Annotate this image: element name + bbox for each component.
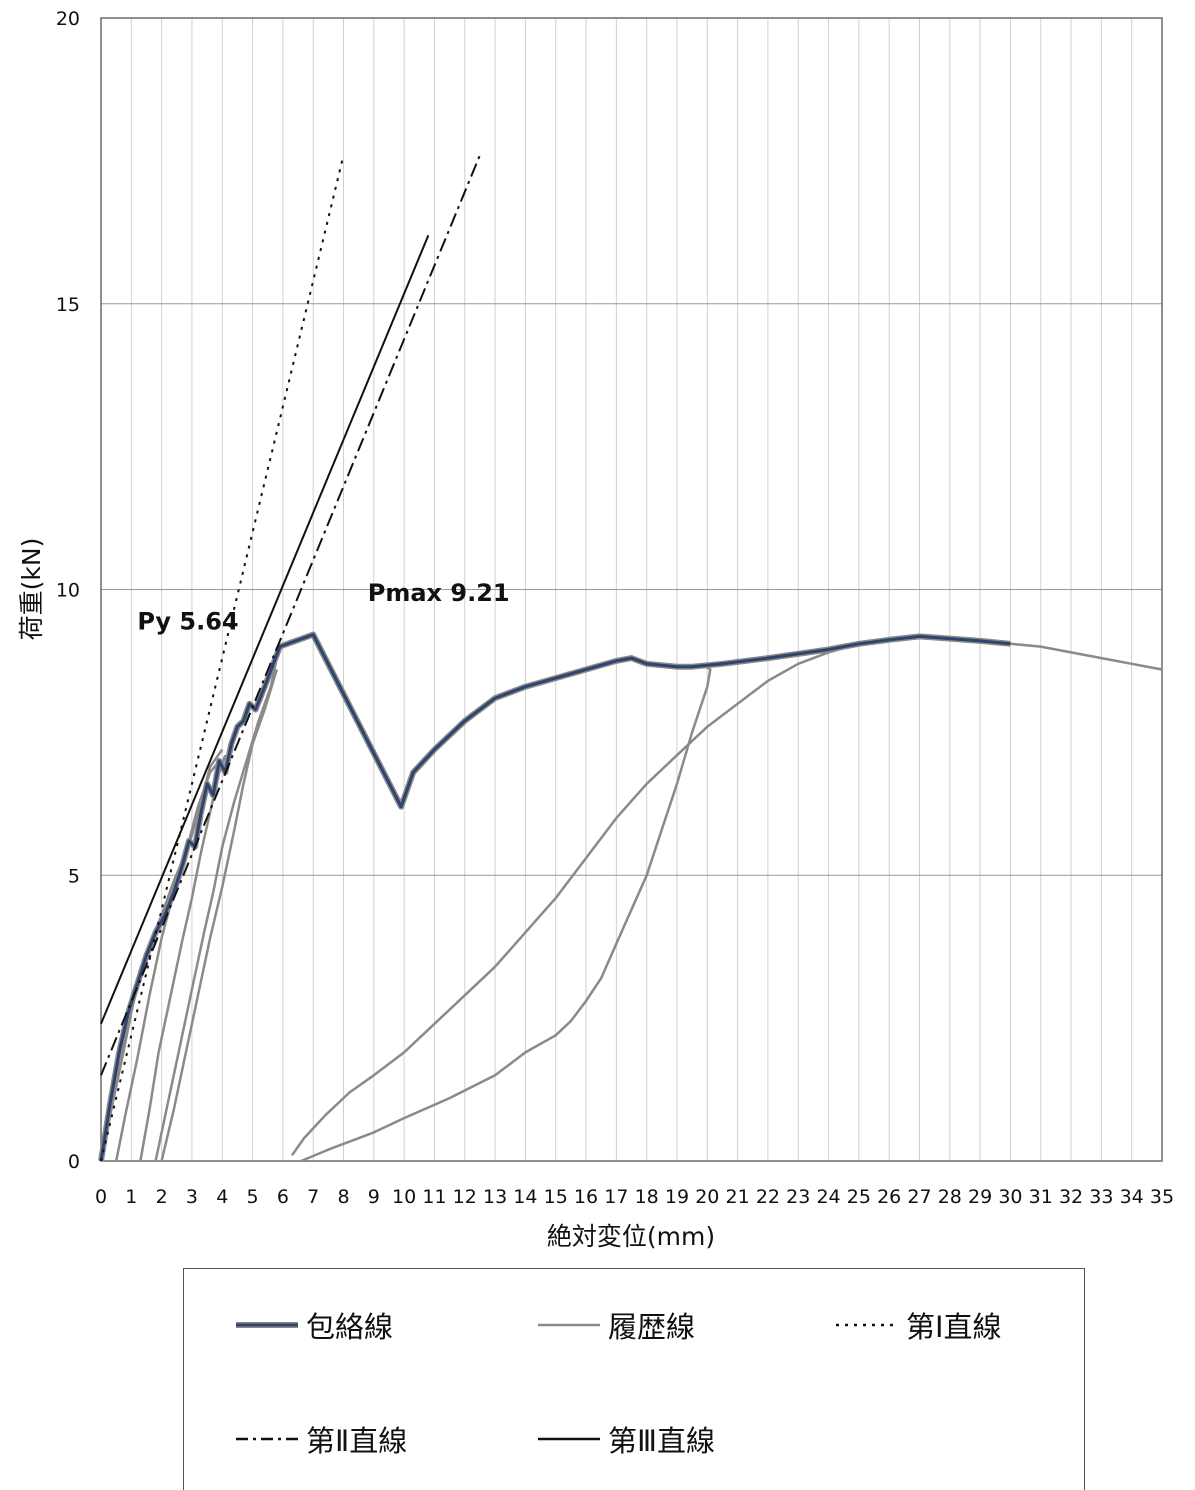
series-2	[100, 154, 345, 1162]
x-tick-label: 16	[574, 1186, 598, 1208]
y-tick-label: 5	[68, 865, 80, 887]
legend: 包絡線 履歴線 第Ⅰ直線 第Ⅱ直線 第Ⅲ直線	[183, 1268, 1085, 1490]
x-tick-label: 19	[665, 1186, 689, 1208]
legend-item-line3: 第Ⅲ直線	[536, 1419, 715, 1459]
x-tick-label: 20	[695, 1186, 719, 1208]
legend-swatch-envelope	[236, 1322, 298, 1328]
legend-label-line3: 第Ⅲ直線	[608, 1424, 715, 1458]
legend-item-line2: 第Ⅱ直線	[234, 1419, 407, 1459]
x-tick-label: 4	[216, 1186, 228, 1208]
x-tick-label: 22	[756, 1186, 780, 1208]
legend-swatch-solid-thin	[538, 1437, 600, 1441]
x-tick-labels: 0 1 2 3 4 5 6 7 8 9 10 11 12 13 14 15 16 17 18 19 20 21 22 23 24…	[95, 1186, 1174, 1208]
history-line-segment	[290, 633, 1163, 1157]
x-tick-label: 28	[938, 1186, 962, 1208]
series-0	[99, 633, 1163, 1163]
annotation-1: Pmax 9.21	[368, 579, 510, 607]
x-tick-label: 5	[247, 1186, 259, 1208]
x-tick-label: 13	[483, 1186, 507, 1208]
legend-label-history: 履歴線	[608, 1310, 696, 1344]
x-tick-label: 0	[95, 1186, 107, 1208]
x-tick-label: 18	[635, 1186, 659, 1208]
envelope-line	[99, 633, 1011, 1162]
x-tick-label: 11	[422, 1186, 446, 1208]
legend-swatch-dash-dot	[236, 1437, 298, 1441]
x-tick-label: 1	[125, 1186, 137, 1208]
y-axis-title: 荷重(kN)	[17, 538, 46, 641]
y-tick-label: 0	[68, 1151, 80, 1173]
grid-lines	[101, 18, 1162, 1161]
x-tick-label: 9	[368, 1186, 380, 1208]
series-3	[100, 154, 481, 1076]
legend-item-line1: 第Ⅰ直線	[834, 1305, 1002, 1345]
legend-item-history: 履歴線	[536, 1305, 695, 1345]
reference-line-3	[100, 154, 481, 1076]
x-tick-label: 24	[816, 1186, 840, 1208]
x-tick-label: 17	[604, 1186, 628, 1208]
y-tick-label: 10	[56, 580, 80, 602]
x-tick-label: 31	[1029, 1186, 1053, 1208]
x-tick-label: 34	[1120, 1186, 1144, 1208]
x-tick-label: 33	[1089, 1186, 1113, 1208]
x-tick-label: 10	[392, 1186, 416, 1208]
history-line-segment	[160, 669, 278, 1162]
legend-label-line2: 第Ⅱ直線	[306, 1424, 408, 1458]
legend-label-envelope: 包絡線	[306, 1310, 394, 1344]
x-tick-label: 26	[877, 1186, 901, 1208]
x-tick-label: 30	[998, 1186, 1022, 1208]
x-tick-label: 15	[544, 1186, 568, 1208]
x-tick-label: 14	[513, 1186, 537, 1208]
history-line-segment	[139, 754, 227, 1162]
series-4	[100, 234, 430, 1025]
x-tick-label: 27	[907, 1186, 931, 1208]
x-tick-label: 29	[968, 1186, 992, 1208]
reference-line-4	[100, 234, 430, 1025]
series-layer	[98, 154, 1163, 1163]
plot-area-frame	[100, 17, 1163, 1162]
x-tick-label: 25	[847, 1186, 871, 1208]
series-1	[98, 631, 1011, 1162]
legend-label-line1: 第Ⅰ直線	[906, 1310, 1002, 1344]
x-tick-label: 8	[337, 1186, 349, 1208]
x-tick-label: 12	[453, 1186, 477, 1208]
chart: 0 1 2 3 4 5 6 7 8 9 10 11 12 13 14 15 16 17 18 19 20 21 22 23 24…	[17, 8, 1174, 1251]
y-tick-label: 15	[56, 294, 80, 316]
history-line-segment	[154, 657, 279, 1162]
reference-line-2	[100, 154, 345, 1162]
x-tick-label: 35	[1150, 1186, 1174, 1208]
x-axis-title: 絶対変位(mm)	[547, 1222, 715, 1251]
y-tick-label: 20	[56, 8, 80, 30]
x-tick-label: 21	[726, 1186, 750, 1208]
y-tick-labels: 0 5 10 15 20	[56, 8, 80, 1173]
x-tick-label: 2	[156, 1186, 168, 1208]
annotation-0: Py 5.64	[137, 608, 238, 636]
history-line-segment	[300, 662, 712, 1163]
annotations: Py 5.64 Pmax 9.21	[137, 579, 509, 636]
legend-item-envelope: 包絡線	[234, 1305, 393, 1345]
x-tick-label: 7	[307, 1186, 319, 1208]
x-tick-label: 3	[186, 1186, 198, 1208]
legend-swatch-history	[538, 1323, 600, 1327]
x-tick-label: 23	[786, 1186, 810, 1208]
x-tick-label: 32	[1059, 1186, 1083, 1208]
legend-swatch-dotted	[836, 1323, 898, 1327]
x-tick-label: 6	[277, 1186, 289, 1208]
